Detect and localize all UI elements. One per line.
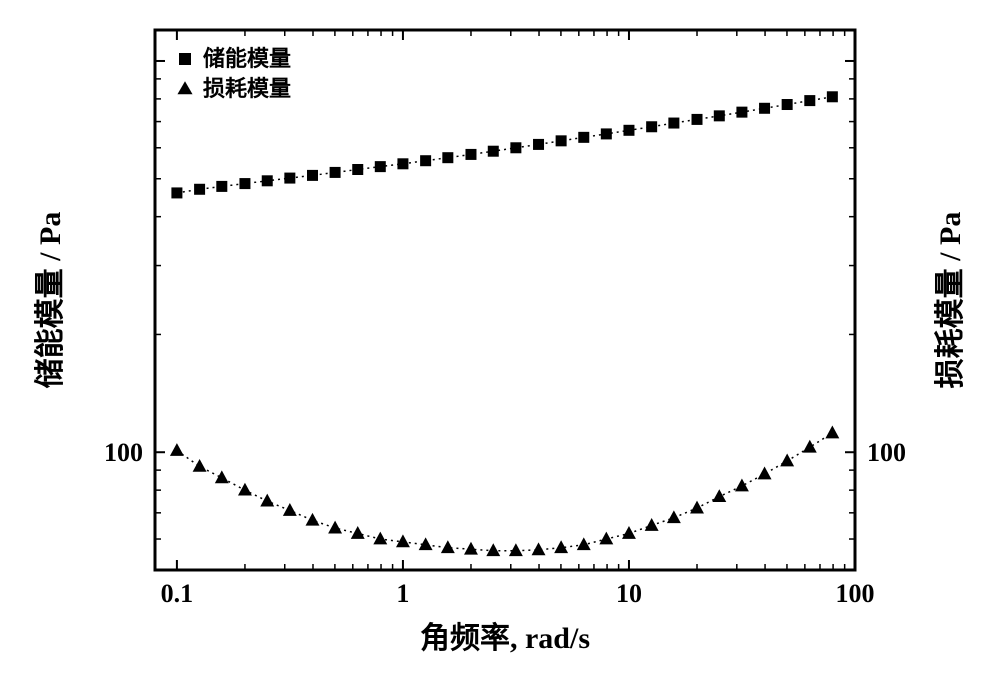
square-marker xyxy=(194,184,205,195)
triangle-marker xyxy=(622,526,636,539)
legend-label: 损耗模量 xyxy=(203,76,291,101)
triangle-marker xyxy=(690,501,704,514)
square-marker xyxy=(533,139,544,150)
square-marker xyxy=(668,118,679,129)
triangle-marker xyxy=(215,470,229,483)
triangle-marker xyxy=(328,521,342,534)
square-marker xyxy=(578,132,589,143)
triangle-marker xyxy=(170,443,184,456)
square-marker xyxy=(239,178,250,189)
square-marker xyxy=(759,103,770,114)
triangle-marker xyxy=(509,543,523,556)
plot-border xyxy=(155,30,855,570)
modulus-chart: 0.1 1 10 100 100 100 角频率, rad/s 储能模量 / Pa 损耗模量 /… xyxy=(0,0,1000,680)
series-line-storage_modulus xyxy=(177,97,832,193)
square-marker xyxy=(804,95,815,106)
x-tick-label: 10 xyxy=(616,579,642,608)
chart-svg: 0.1 1 10 100 100 100 角频率, rad/s 储能模量 / Pa 损耗模量 /… xyxy=(0,0,1000,680)
square-marker xyxy=(442,152,453,163)
square-marker xyxy=(601,128,612,139)
square-marker xyxy=(646,121,657,132)
square-marker xyxy=(692,114,703,125)
y-left-tick-label: 100 xyxy=(104,438,143,467)
square-marker xyxy=(736,107,747,118)
legend-square-icon xyxy=(179,53,191,65)
square-marker xyxy=(397,158,408,169)
square-marker xyxy=(284,173,295,184)
triangle-marker xyxy=(464,542,478,555)
triangle-marker xyxy=(193,459,207,472)
square-marker xyxy=(262,175,273,186)
y-right-tick-label: 100 xyxy=(867,438,906,467)
triangle-marker xyxy=(532,542,546,555)
square-marker xyxy=(488,146,499,157)
triangle-marker xyxy=(238,483,252,496)
triangle-marker xyxy=(306,513,320,526)
x-tick-label: 100 xyxy=(836,579,875,608)
triangle-marker xyxy=(260,494,274,507)
square-marker xyxy=(216,181,227,192)
y-left-axis-label: 储能模量 / Pa xyxy=(34,212,67,389)
triangle-marker xyxy=(712,489,726,502)
square-marker xyxy=(827,91,838,102)
triangle-marker xyxy=(351,526,365,539)
square-marker xyxy=(375,161,386,172)
y-right-axis-label: 损耗模量 / Pa xyxy=(934,212,967,389)
square-marker xyxy=(714,110,725,121)
triangle-marker xyxy=(825,426,839,439)
square-marker xyxy=(623,125,634,136)
square-marker xyxy=(556,135,567,146)
triangle-marker xyxy=(645,518,659,531)
triangle-marker xyxy=(373,532,387,545)
square-marker xyxy=(330,167,341,178)
x-tick-label: 1 xyxy=(396,579,409,608)
x-axis-label: 角频率, rad/s xyxy=(420,622,590,655)
triangle-marker xyxy=(667,510,681,523)
triangle-marker xyxy=(780,453,794,466)
square-marker xyxy=(510,142,521,153)
square-marker xyxy=(307,170,318,181)
legend-label: 储能模量 xyxy=(203,46,291,71)
square-marker xyxy=(782,99,793,110)
triangle-marker xyxy=(803,440,817,453)
x-tick-label: 0.1 xyxy=(161,579,194,608)
triangle-marker xyxy=(758,467,772,480)
square-marker xyxy=(465,149,476,160)
series-line-loss_modulus xyxy=(177,433,832,551)
triangle-marker xyxy=(735,479,749,492)
square-marker xyxy=(171,187,182,198)
square-marker xyxy=(352,164,363,175)
square-marker xyxy=(420,155,431,166)
triangle-marker xyxy=(283,503,297,516)
triangle-marker xyxy=(441,540,455,553)
triangle-marker xyxy=(599,532,613,545)
legend-triangle-icon xyxy=(177,81,192,94)
